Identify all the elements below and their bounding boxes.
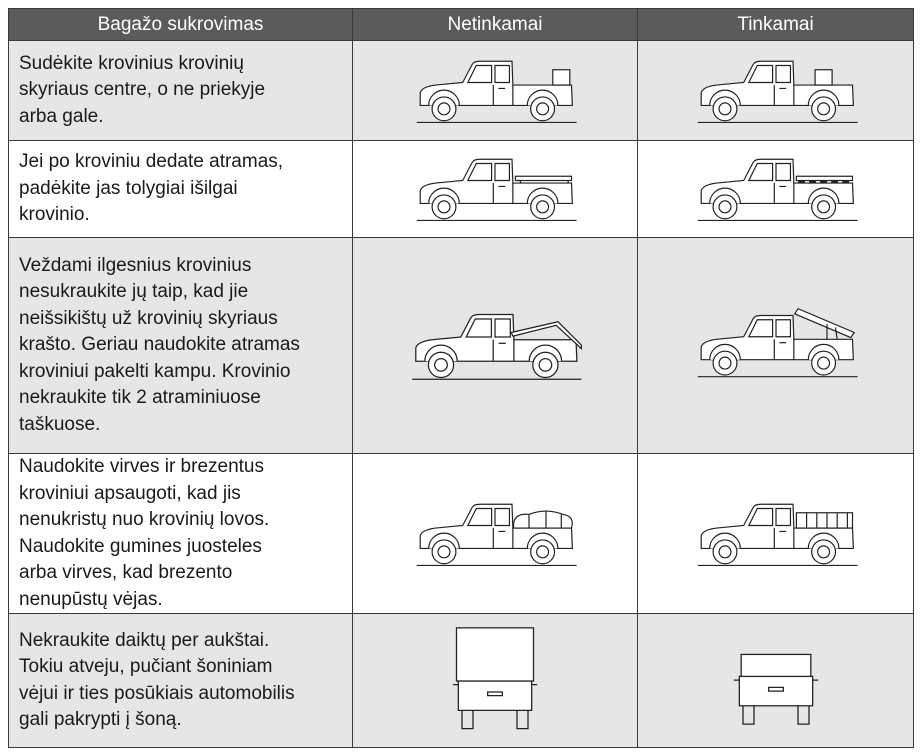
drawing-part <box>732 675 819 725</box>
text-cell: Nekraukite daiktų per aukštai. Tokiu atve… <box>8 613 353 748</box>
illustration <box>416 503 578 566</box>
text-cell: Jei po kroviniu dedate atramas, padėkite … <box>8 140 353 238</box>
text-cell: Naudokite virves ir brezentus kroviniui a… <box>8 453 353 614</box>
text-line: neišsikištų už krovinių skyriaus <box>19 307 278 329</box>
drawing-part <box>793 307 855 338</box>
drawing-part <box>795 175 853 182</box>
drawing-part <box>528 510 562 528</box>
drawing-part <box>795 511 853 529</box>
text-line: nesukraukite jų taip, kad jie <box>19 281 249 303</box>
illustration-cell <box>637 140 914 238</box>
text-cell: Sudėkite krovinius krovinių skyriaus cent… <box>8 40 353 141</box>
drawing-part <box>452 679 538 729</box>
illustration-cell <box>352 40 638 141</box>
text-line: arba gale. <box>19 105 104 127</box>
text-line: gali pakrypti į šoną. <box>19 709 182 730</box>
text-line: nenupūstų vėjas. <box>19 588 163 610</box>
illustration <box>452 626 538 729</box>
drawing-part <box>732 675 819 725</box>
text-cell: Veždami ilgesnius krovinius nesukraukite … <box>8 237 353 454</box>
illustration <box>416 60 578 123</box>
drawing-part <box>514 175 573 182</box>
illustration-cell <box>352 237 638 454</box>
illustration-cell <box>352 453 638 614</box>
drawing-part <box>452 679 538 729</box>
text-line: krašto. Geriau naudokite atramas <box>19 334 300 356</box>
table-body: Sudėkite krovinius krovinių skyriaus cent… <box>8 40 914 748</box>
table-row: Jei po kroviniu dedate atramas, padėkite … <box>8 140 914 238</box>
text-line: kroviniui pakelti kampu. Krovinio <box>19 360 291 382</box>
text-line: Sudėkite krovinius krovinių <box>19 52 244 74</box>
drawing-part <box>696 158 858 222</box>
table-row: Naudokite virves ir brezentus kroviniui a… <box>8 453 914 614</box>
illustration <box>696 60 858 123</box>
text-line: Jei po kroviniu dedate atramas, <box>19 151 284 173</box>
drawing-part <box>510 320 583 350</box>
text-line: Tokiu atveju, pučiant šoniniam <box>19 656 273 677</box>
illustration-cell <box>637 237 914 454</box>
drawing-part <box>512 509 573 529</box>
header-cell: Bagažo sukrovimas <box>8 8 353 41</box>
drawing-part <box>814 68 833 86</box>
text-line: Naudokite gumines juosteles <box>19 535 262 557</box>
drawing-part <box>740 653 811 677</box>
drawing-part <box>455 626 535 682</box>
drawing-part <box>696 307 858 377</box>
illustration <box>411 313 583 380</box>
illustration-cell <box>352 613 638 748</box>
illustration-cell <box>637 613 914 748</box>
header-row: Bagažo sukrovimas Netinkamai Tinkamai <box>8 8 914 41</box>
drawing-part <box>825 323 838 339</box>
text-line: nekraukite tik 2 atraminiuose <box>19 387 261 409</box>
text-line: arba virves, kad brezento <box>19 562 233 583</box>
header-cell: Netinkamai <box>352 8 638 41</box>
drawing-part: Bagažo sukrovimas Netinkamai Tinkamai <box>8 8 914 41</box>
header-cell: Tinkamai <box>637 8 914 41</box>
drawing-part <box>517 179 569 184</box>
text-line: padėkite jas tolygiai išilgai <box>19 177 238 199</box>
text-line: skyriaus centre, o ne priekyje <box>19 79 266 101</box>
illustration-cell <box>637 453 914 614</box>
drawing-part <box>696 60 858 123</box>
table-row: Sudėkite krovinius krovinių skyriaus cent… <box>8 40 914 141</box>
text-line: Nekraukite daiktų per aukštai. <box>19 629 270 651</box>
illustration <box>416 158 578 222</box>
drawing-part <box>805 512 848 528</box>
drawing-part <box>552 68 571 86</box>
text-line: Veždami ilgesnius krovinius <box>19 254 252 276</box>
text-line: nenukristų nuo krovinių lovos. <box>19 509 270 530</box>
loading-table: Bagažo sukrovimas Netinkamai Tinkamai Su… <box>8 8 914 748</box>
illustration <box>732 653 819 725</box>
illustration <box>696 158 858 222</box>
text-line: kroviniui apsaugoti, kad jis <box>19 482 241 504</box>
text-line: taškuose. <box>19 413 101 435</box>
text-line: krovinio. <box>19 204 90 226</box>
text-line: vėjui ir ties posūkiais automobilis <box>19 682 295 704</box>
illustration-cell <box>352 140 638 238</box>
table-row: Veždami ilgesnius krovinius nesukraukite … <box>8 237 914 454</box>
table-row: Nekraukite daiktų per aukštai. Tokiu atve… <box>8 613 914 748</box>
drawing-part <box>416 158 578 222</box>
illustration <box>696 307 858 377</box>
illustration <box>696 503 858 566</box>
text-line: Naudokite virves ir brezentus <box>19 456 264 477</box>
illustration-cell <box>637 40 914 141</box>
